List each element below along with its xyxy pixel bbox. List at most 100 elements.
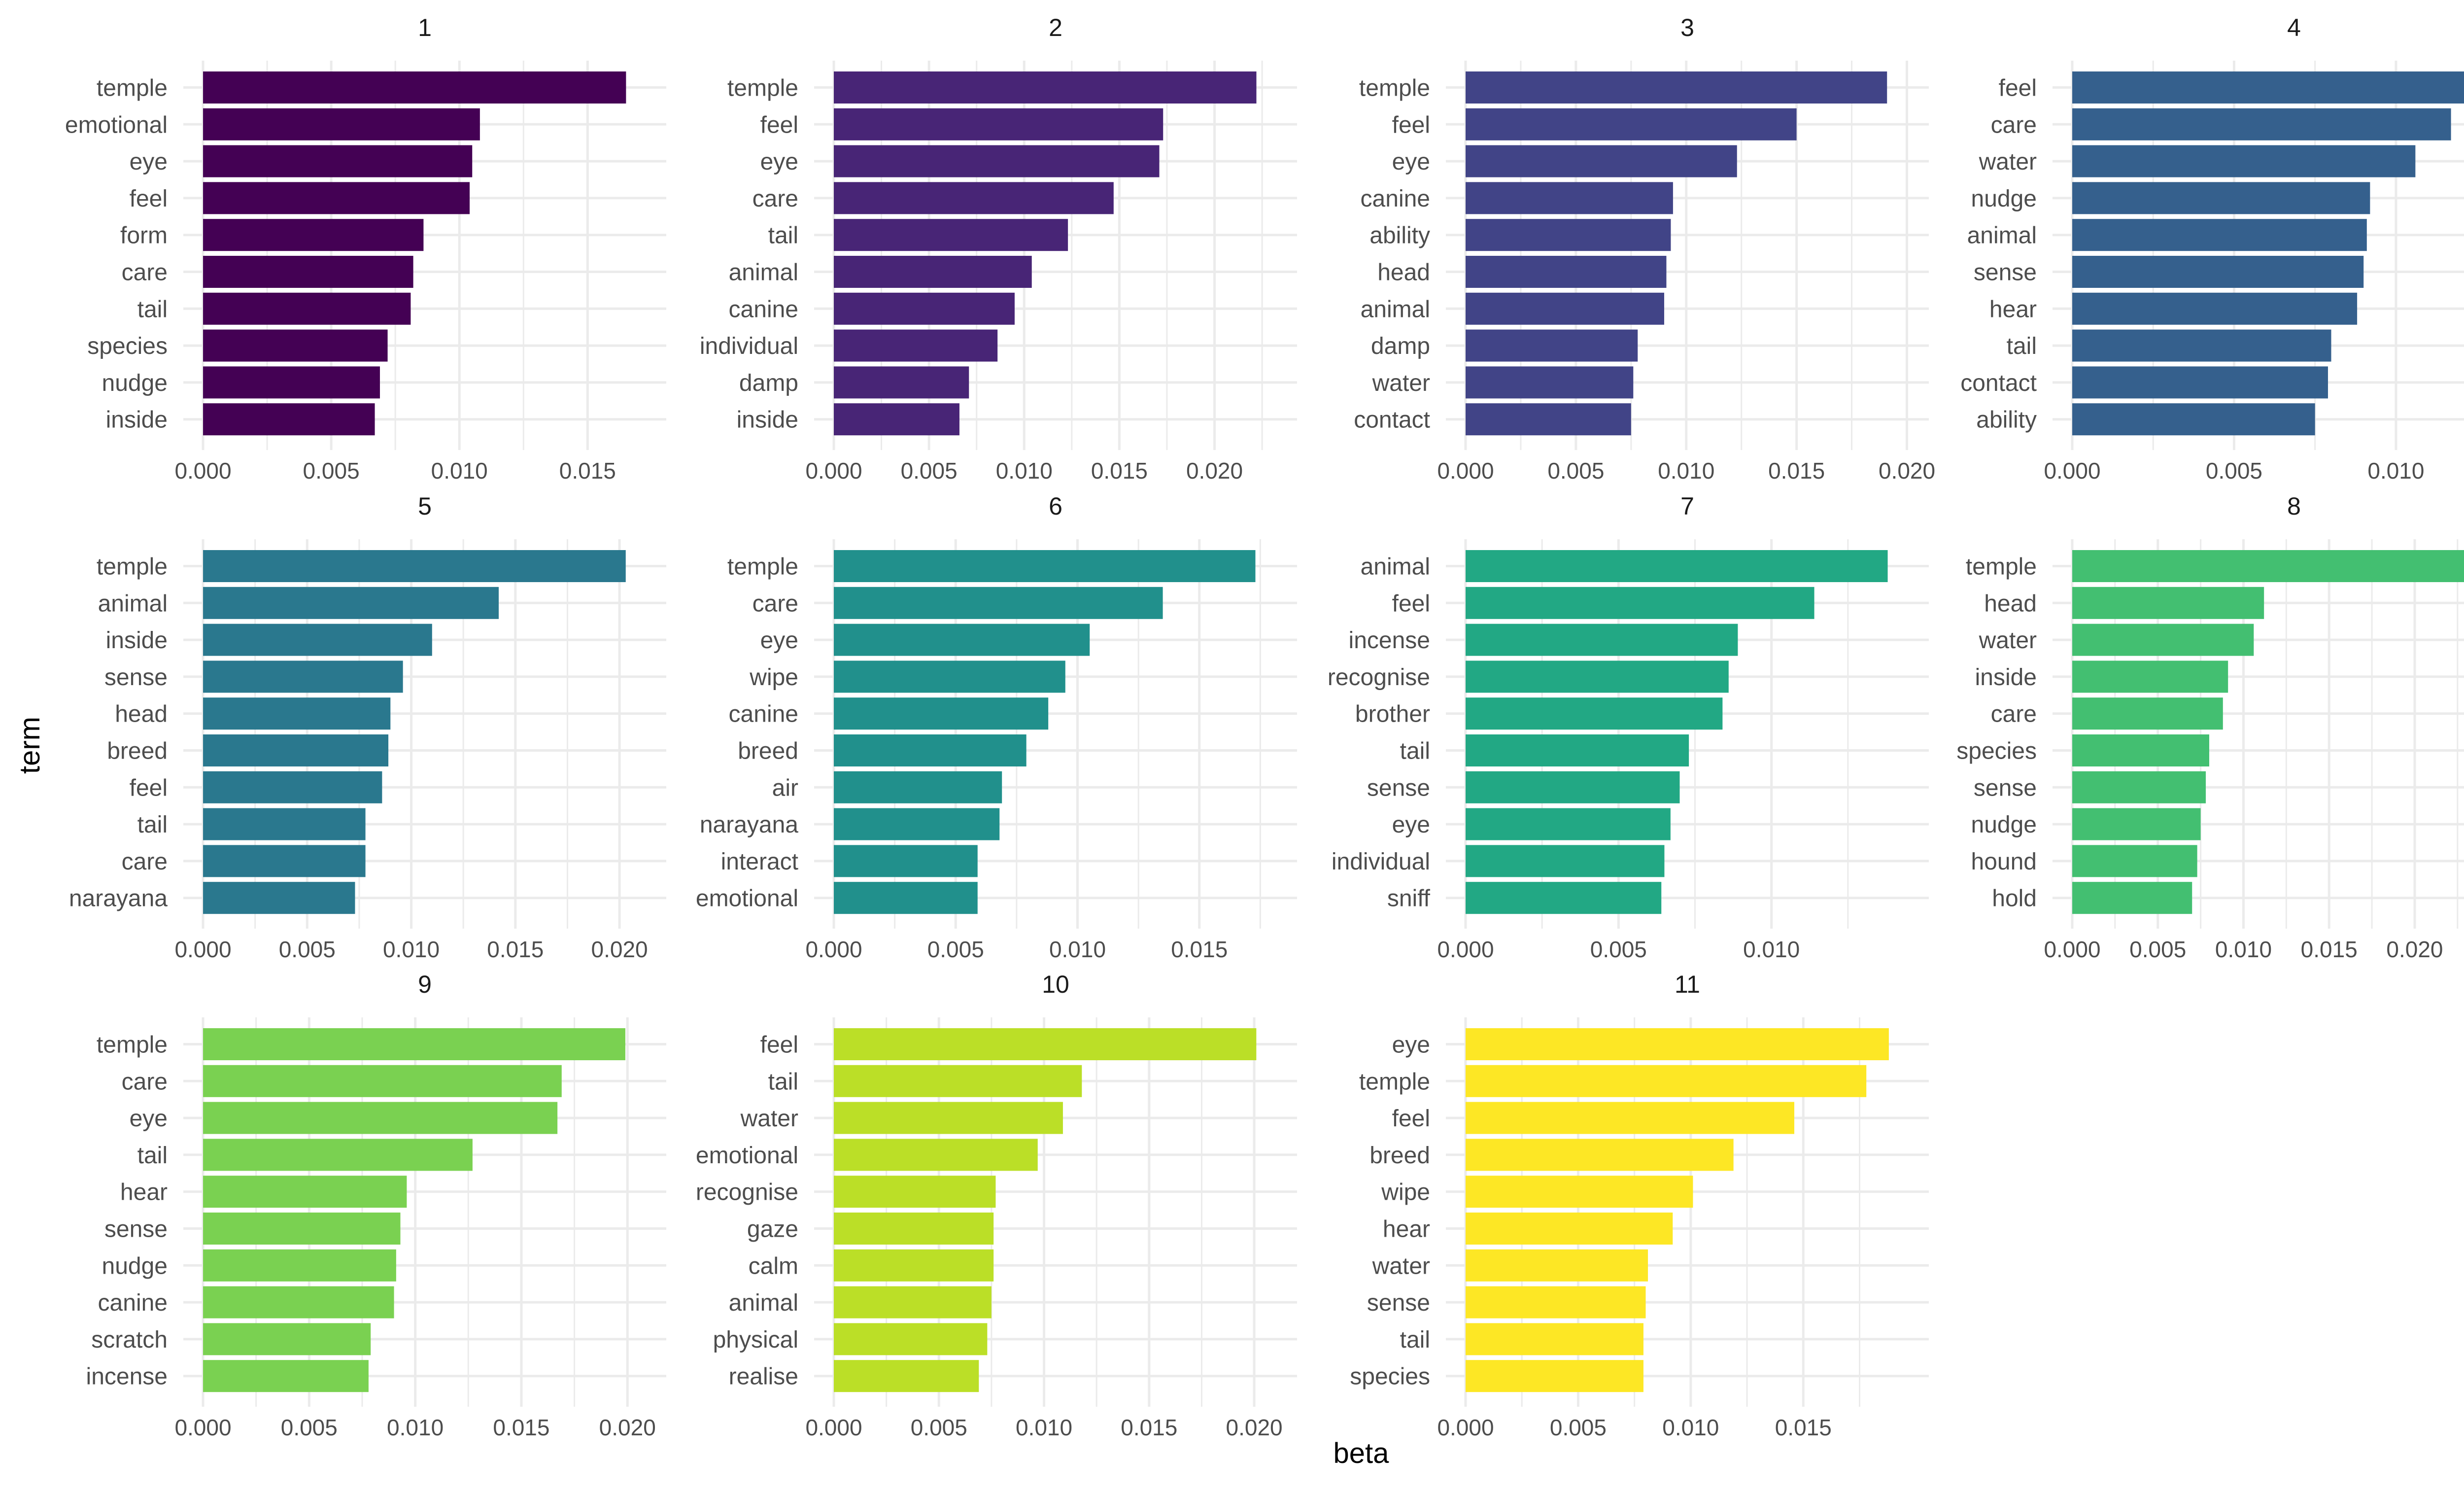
- bar-interact: [834, 845, 978, 877]
- category-label: tail: [1400, 738, 1430, 764]
- bar-recognise: [1466, 660, 1729, 693]
- bar-sense: [2072, 771, 2206, 803]
- bar-care: [203, 845, 366, 877]
- x-tick-label: 0.015: [1091, 458, 1148, 484]
- category-label: inside: [106, 627, 168, 654]
- facet-panel-6: 6 temple care eye wipe canine breed air narayana…: [696, 492, 1297, 962]
- category-label: head: [1984, 590, 2037, 617]
- category-label: feel: [130, 775, 168, 801]
- x-tick-label: 0.010: [1658, 458, 1714, 484]
- category-label: water: [1979, 149, 2037, 175]
- x-tick-label: 0.010: [1662, 1415, 1719, 1440]
- category-label: sense: [1367, 775, 1430, 801]
- x-tick-label: 0.000: [2044, 937, 2100, 962]
- x-tick-label: 0.020: [599, 1415, 656, 1440]
- x-tick-label: 0.010: [2367, 458, 2424, 484]
- x-tick-label: 0.005: [911, 1415, 967, 1440]
- bar-eye: [203, 145, 473, 177]
- bar-tail: [203, 292, 411, 325]
- x-tick-label: 0.000: [805, 937, 862, 962]
- category-label: water: [1372, 370, 1430, 396]
- bar-sense: [1466, 771, 1680, 803]
- bar-incense: [203, 1360, 369, 1392]
- bar-tail: [203, 808, 366, 840]
- bar-narayana: [203, 882, 355, 914]
- category-label: hear: [1383, 1216, 1430, 1243]
- category-label: eye: [760, 149, 798, 175]
- category-label: hound: [1971, 849, 2037, 875]
- x-tick-label: 0.015: [493, 1415, 549, 1440]
- facet-panel-8: 8 temple head water inside care species sense nu…: [1956, 492, 2464, 962]
- category-label: care: [122, 260, 168, 286]
- category-label: hear: [1989, 296, 2037, 322]
- bar-water: [1466, 1249, 1648, 1282]
- bar-animal: [2072, 219, 2367, 251]
- category-label: narayana: [69, 886, 168, 912]
- category-label: sense: [1974, 775, 2037, 801]
- category-label: animal: [98, 590, 168, 617]
- category-label: head: [1377, 260, 1430, 286]
- category-label: realise: [729, 1364, 798, 1390]
- bar-water: [2072, 145, 2416, 177]
- bar-inside: [203, 624, 432, 656]
- bar-care: [2072, 108, 2451, 140]
- bar-sense: [2072, 256, 2364, 288]
- bar-feel: [2072, 71, 2464, 104]
- x-tick-label: 0.015: [1171, 937, 1228, 962]
- bar-feel: [203, 182, 470, 214]
- category-label: calm: [749, 1253, 798, 1279]
- category-label: water: [1372, 1253, 1430, 1279]
- category-label: temple: [1966, 554, 2037, 580]
- category-label: tail: [137, 296, 168, 322]
- category-label: temple: [727, 75, 798, 102]
- facet-title: 2: [1049, 14, 1062, 41]
- bar-nudge: [2072, 808, 2201, 840]
- x-tick-label: 0.015: [1121, 1415, 1177, 1440]
- category-label: sense: [1367, 1290, 1430, 1316]
- bar-realise: [834, 1360, 979, 1392]
- x-tick-label: 0.005: [303, 458, 360, 484]
- category-label: contact: [1354, 407, 1430, 433]
- bar-animal: [203, 587, 499, 619]
- bar-inside: [203, 403, 375, 436]
- category-label: ability: [1369, 223, 1430, 249]
- facet-title: 6: [1049, 492, 1062, 520]
- bar-eye: [203, 1102, 558, 1134]
- category-label: recognise: [696, 1180, 798, 1206]
- facet-panel-3: 3 temple feel eye canine ability head animal dam…: [1354, 14, 1935, 484]
- bar-individual: [1466, 845, 1665, 877]
- category-label: feel: [1999, 75, 2037, 102]
- x-tick-label: 0.020: [1226, 1415, 1283, 1440]
- x-tick-label: 0.000: [805, 458, 862, 484]
- facet-title: 11: [1675, 971, 1700, 998]
- bar-wipe: [1466, 1176, 1693, 1208]
- category-label: care: [122, 849, 168, 875]
- category-label: tail: [768, 1069, 798, 1095]
- x-axis-title: beta: [1334, 1437, 1390, 1469]
- x-tick-label: 0.000: [805, 1415, 862, 1440]
- x-tick-label: 0.005: [901, 458, 958, 484]
- facet-title: 7: [1680, 492, 1694, 520]
- bar-temple: [2072, 550, 2464, 582]
- bar-tail: [203, 1139, 473, 1171]
- bar-emotional: [834, 882, 978, 914]
- bar-breed: [203, 734, 389, 766]
- bar-temple: [203, 550, 626, 582]
- bar-species: [2072, 734, 2209, 766]
- category-label: tail: [1400, 1327, 1430, 1353]
- bar-canine: [834, 697, 1049, 730]
- category-label: nudge: [1971, 812, 2037, 838]
- x-tick-label: 0.020: [1879, 458, 1935, 484]
- category-label: eye: [1392, 1032, 1430, 1058]
- category-label: temple: [97, 554, 168, 580]
- x-tick-label: 0.010: [2215, 937, 2272, 962]
- x-tick-label: 0.010: [996, 458, 1053, 484]
- facet-panel-11: 11 eye temple feel breed wipe hear water sense ta…: [1350, 971, 1929, 1440]
- category-label: breed: [738, 738, 798, 764]
- bar-head: [1466, 256, 1667, 288]
- category-label: ability: [1976, 407, 2037, 433]
- category-label: tail: [768, 223, 798, 249]
- facet-title: 3: [1680, 14, 1694, 41]
- facet-title: 1: [418, 14, 432, 41]
